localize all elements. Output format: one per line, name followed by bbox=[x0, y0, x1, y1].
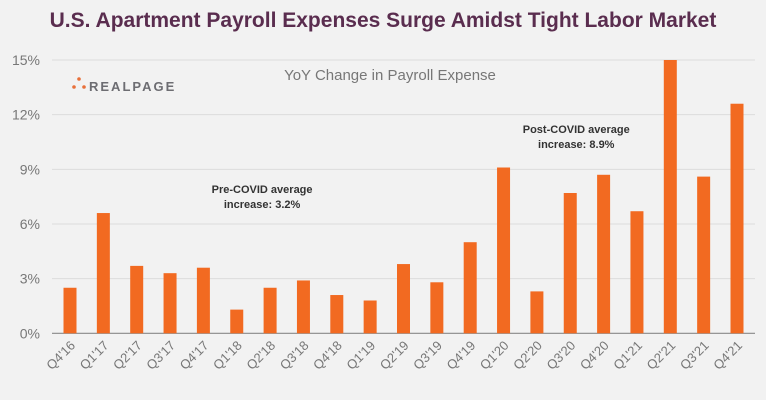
x-tick-label: Q3'17 bbox=[143, 338, 178, 373]
x-tick-label: Q3'20 bbox=[544, 338, 579, 373]
bar-Q4'21 bbox=[730, 103, 744, 334]
x-tick-label: Q3'19 bbox=[410, 338, 445, 373]
x-tick-label: Q4'20 bbox=[577, 338, 612, 373]
realpage-logo: REALPAGE bbox=[72, 77, 176, 94]
y-tick-labels: 0% 3% 6% 9% 12% 15% bbox=[12, 52, 40, 341]
bar-Q2'18 bbox=[263, 287, 277, 334]
x-tick-label: Q4'21 bbox=[710, 338, 745, 373]
bar-Q3'19 bbox=[430, 282, 444, 334]
bar-Q1'18 bbox=[230, 309, 244, 334]
logo-dot bbox=[82, 85, 86, 89]
y-tick-label: 12% bbox=[12, 107, 40, 123]
bar-Q4'19 bbox=[463, 242, 477, 334]
bar-Q1'21 bbox=[630, 211, 644, 334]
bar-Q2'19 bbox=[397, 264, 410, 334]
x-tick-label: Q4'18 bbox=[310, 338, 345, 373]
x-tick-label: Q1'19 bbox=[343, 338, 378, 373]
x-tick-label: Q3'21 bbox=[677, 338, 712, 373]
bar-Q1'20 bbox=[497, 167, 511, 334]
logo-dot bbox=[72, 85, 76, 89]
bar-Q3'18 bbox=[296, 280, 310, 334]
annotation-text: Pre-COVID average bbox=[212, 184, 313, 196]
x-tick-label: Q1'20 bbox=[477, 338, 512, 373]
chart-subtitle: YoY Change in Payroll Expense bbox=[284, 67, 496, 84]
bar-Q1'17 bbox=[96, 213, 110, 334]
bar-Q3'17 bbox=[163, 273, 177, 334]
logo-dot bbox=[77, 77, 81, 81]
x-tick-label: Q1'17 bbox=[77, 338, 112, 373]
bar-Q2'21 bbox=[663, 60, 677, 334]
x-tick-label: Q2'17 bbox=[110, 338, 145, 373]
annotation-text: Post-COVID average bbox=[523, 124, 630, 136]
x-tick-label: Q4'19 bbox=[443, 338, 478, 373]
bar-Q4'20 bbox=[597, 174, 611, 334]
annotation-text: increase: 3.2% bbox=[224, 199, 301, 211]
bars bbox=[63, 60, 744, 334]
bar-Q2'20 bbox=[530, 291, 544, 334]
x-tick-label: Q1'21 bbox=[610, 338, 645, 373]
x-tick-label: Q4'16 bbox=[43, 338, 78, 373]
bar-Q4'17 bbox=[196, 267, 210, 334]
x-tick-label: Q2'20 bbox=[510, 338, 545, 373]
y-tick-label: 15% bbox=[12, 52, 40, 68]
bar-Q2'17 bbox=[130, 265, 144, 334]
annotation-text: increase: 8.9% bbox=[538, 139, 615, 151]
bar-Q1'19 bbox=[363, 300, 377, 334]
x-tick-label: Q1'18 bbox=[210, 338, 245, 373]
x-tick-labels: Q4'16Q1'17Q2'17Q3'17Q4'17Q1'18Q2'18Q3'18… bbox=[43, 338, 745, 373]
y-tick-label: 0% bbox=[20, 325, 40, 341]
bar-Q3'21 bbox=[697, 176, 711, 334]
y-tick-label: 9% bbox=[20, 161, 40, 177]
bar-Q4'18 bbox=[330, 295, 344, 334]
x-tick-label: Q3'18 bbox=[277, 338, 312, 373]
bar-Q4'16 bbox=[63, 287, 77, 334]
logo-text: REALPAGE bbox=[89, 79, 176, 94]
x-tick-label: Q4'17 bbox=[177, 338, 212, 373]
y-tick-label: 6% bbox=[20, 216, 40, 232]
x-tick-label: Q2'18 bbox=[243, 338, 278, 373]
x-tick-label: Q2'19 bbox=[377, 338, 412, 373]
x-tick-label: Q2'21 bbox=[644, 338, 679, 373]
bar-Q3'20 bbox=[563, 193, 577, 334]
chart-title: U.S. Apartment Payroll Expenses Surge Am… bbox=[49, 9, 717, 32]
annotations: Pre-COVID average increase: 3.2% Post-COVI… bbox=[212, 124, 630, 211]
y-tick-label: 3% bbox=[20, 271, 40, 287]
